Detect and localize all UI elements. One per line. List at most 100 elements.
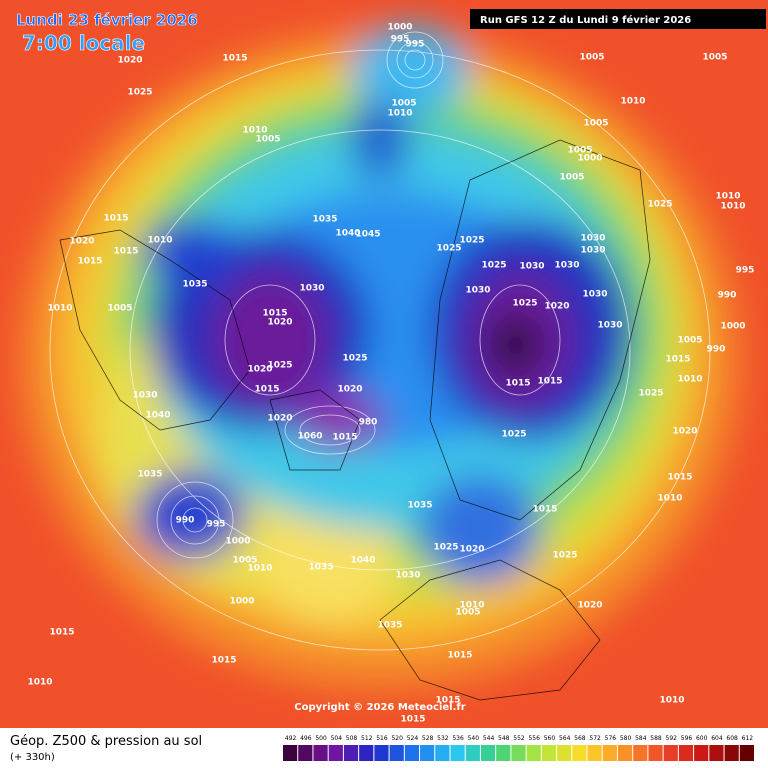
isobar-label: 1030 — [582, 290, 607, 300]
scale-label: 504 — [331, 735, 343, 742]
isobar-label: 1000 — [720, 322, 745, 332]
scale-label: 564 — [559, 735, 571, 742]
isobar-label: 1025 — [647, 200, 672, 210]
isobar-label: 1025 — [512, 299, 537, 309]
isobar-label: 1010 — [715, 192, 740, 202]
isobar-label: 1010 — [620, 97, 645, 107]
isobar-label: 1010 — [677, 375, 702, 385]
isobar-label: 1010 — [657, 494, 682, 504]
isobar-label: 995 — [391, 35, 410, 45]
scale-label: 492 — [285, 735, 297, 742]
isobar-label: 1005 — [559, 173, 584, 183]
scale-label: 548 — [498, 735, 510, 742]
isobar-label: 1005 — [567, 146, 592, 156]
isobar-label: 1020 — [672, 427, 697, 437]
isobar-label: 1035 — [377, 621, 402, 631]
scale-swatch — [389, 745, 404, 761]
isobar-label: 1020 — [247, 365, 272, 375]
scale-label: 544 — [483, 735, 495, 742]
isobar-label: 1010 — [459, 601, 484, 611]
scale-swatch — [602, 745, 617, 761]
map-field — [0, 0, 768, 728]
isobar-label: 1030 — [554, 261, 579, 271]
isobar-label: 1015 — [537, 377, 562, 387]
isobar-label: 1035 — [137, 470, 162, 480]
isobar-label: 1045 — [355, 230, 380, 240]
isobar-label: 1005 — [455, 608, 480, 618]
isobar-label: 1020 — [577, 601, 602, 611]
scale-swatch — [541, 745, 557, 761]
scale-swatch — [511, 745, 526, 761]
scale-swatch — [526, 745, 541, 761]
isobar-label: 1025 — [638, 389, 663, 399]
isobar-label: 1015 — [103, 214, 128, 224]
scale-swatch — [328, 745, 343, 761]
scale-label: 532 — [437, 735, 449, 742]
isobar-label: 1015 — [262, 309, 287, 319]
scale-label: 528 — [422, 735, 434, 742]
scale-label: 584 — [635, 735, 647, 742]
isobar-label: 1005 — [255, 135, 280, 145]
isobar-label: 1030 — [519, 262, 544, 272]
isobar-label: 1010 — [387, 109, 412, 119]
isobar-label: 1005 — [583, 119, 608, 129]
isobar-label: 1015 — [447, 651, 472, 661]
isobar-label: 1015 — [665, 355, 690, 365]
scale-swatch — [374, 745, 389, 761]
scale-swatch — [694, 745, 709, 761]
isobar-label: 1010 — [247, 564, 272, 574]
isobar-label: 990 — [718, 291, 737, 301]
scale-swatch — [709, 745, 724, 761]
scale-swatch — [298, 745, 313, 761]
scale-swatch — [663, 745, 678, 761]
isobar-label: 1020 — [117, 56, 142, 66]
isobar-label: 1035 — [308, 563, 333, 573]
scale-swatch — [678, 745, 694, 761]
run-box — [470, 9, 766, 29]
scale-label: 596 — [681, 735, 693, 742]
isobar-label: 1015 — [222, 54, 247, 64]
scale-swatch — [496, 745, 511, 761]
isobar-label: 1010 — [27, 678, 52, 688]
isobar-label: 1015 — [332, 433, 357, 443]
scale-label: 592 — [666, 735, 678, 742]
scale-label: 524 — [407, 735, 419, 742]
scale-label: 552 — [513, 735, 525, 742]
scale-label: 520 — [391, 735, 403, 742]
isobar-label: 1040 — [335, 229, 360, 239]
scale-swatch — [724, 745, 739, 761]
scale-swatch — [572, 745, 587, 761]
isobar-label: 1025 — [501, 430, 526, 440]
isobar-label: 1015 — [49, 628, 74, 638]
scale-swatch — [465, 745, 480, 761]
isobar-label: 1020 — [544, 302, 569, 312]
isobar-label: 1005 — [579, 53, 604, 63]
isobar-label: 1020 — [267, 414, 292, 424]
scale-swatch — [343, 745, 359, 761]
isobar-label: 1035 — [407, 501, 432, 511]
isobar-label: 1000 — [577, 154, 602, 164]
isobar-label: 1030 — [580, 246, 605, 256]
run-info: Run GFS 12 Z du Lundi 9 février 2026 — [480, 14, 691, 26]
isobar-label: 995 — [406, 40, 425, 50]
scale-label: 540 — [468, 735, 480, 742]
scale-label: 604 — [711, 735, 723, 742]
scale-swatch — [313, 745, 328, 761]
isobar-label: 1020 — [337, 385, 362, 395]
pressure-labels: 1005 100510101005100010051005102510101010… — [27, 23, 754, 725]
scale-swatch — [359, 745, 374, 761]
isobar-label: 1025 — [436, 244, 461, 254]
isobar-label: 1025 — [267, 361, 292, 371]
isobar-label: 1005 — [232, 556, 257, 566]
scale-swatch — [648, 745, 663, 761]
scale-label: 576 — [605, 735, 617, 742]
scale-swatch — [283, 745, 298, 761]
isobar-label: 1015 — [532, 505, 557, 515]
isobar-label: 1035 — [182, 280, 207, 290]
isobar-label: 1025 — [459, 236, 484, 246]
scale-swatch — [435, 745, 450, 761]
isobar-label: 1015 — [505, 379, 530, 389]
isobar-label: 1015 — [77, 257, 102, 267]
isobar-label: 1010 — [659, 696, 684, 706]
